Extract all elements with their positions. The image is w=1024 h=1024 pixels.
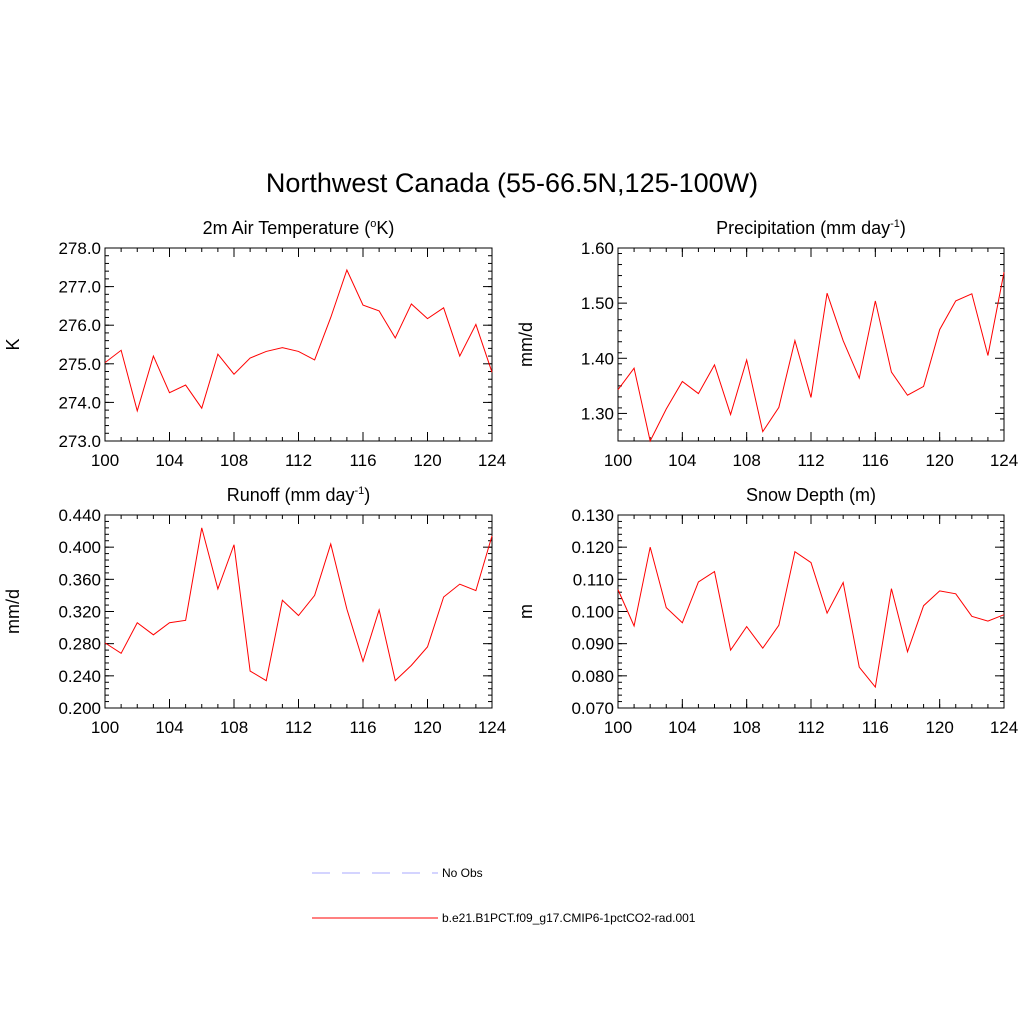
x-tick-label: 120	[413, 718, 441, 737]
y-tick-label: 0.130	[571, 506, 614, 525]
panel-title: Runoff (mm day-1)	[227, 485, 371, 505]
x-tick-label: 112	[285, 451, 312, 470]
x-tick-label: 116	[862, 451, 889, 470]
panel-temperature: 100 104 108 112 116 120 124 273.0 274.0 275.0 276.…	[3, 218, 506, 470]
series-line	[617, 547, 1005, 689]
panel-title: Snow Depth (m)	[746, 485, 876, 505]
series-line	[104, 268, 493, 413]
series-line	[617, 272, 1005, 443]
y-tick-label: 0.440	[58, 506, 101, 525]
y-tick-label: 273.0	[58, 432, 101, 451]
panel-title: 2m Air Temperature (oK)	[203, 218, 395, 238]
x-tick-label: 100	[91, 451, 119, 470]
legend-label: b.e21.B1PCT.f09_g17.CMIP6-1pctCO2-rad.00…	[442, 911, 696, 925]
y-tick-label: 0.120	[571, 538, 614, 557]
y-tick-label: 0.090	[571, 635, 614, 654]
legend: No Obs b.e21.B1PCT.f09_g17.CMIP6-1pctCO2-…	[312, 866, 696, 925]
y-tick-label: 276.0	[58, 316, 101, 335]
y-tick-label: 0.110	[573, 570, 614, 589]
plot-frame	[617, 247, 1005, 442]
x-tick-label: 124	[990, 451, 1018, 470]
x-tick-label: 112	[797, 718, 824, 737]
x-tick-label: 120	[925, 451, 953, 470]
y-tick-label: 0.280	[58, 635, 101, 654]
x-tick-label: 104	[155, 451, 183, 470]
x-tick-label: 108	[732, 718, 760, 737]
x-tick-label: 112	[797, 451, 824, 470]
panel-runoff: 100 104 108 112 116 120 124 0.200 0.240 0.280 0.32…	[3, 485, 506, 737]
y-tick-label: 0.070	[571, 699, 614, 718]
x-tick-label: 104	[155, 718, 183, 737]
y-tick-label: 0.200	[58, 699, 101, 718]
y-tick-label: 0.320	[58, 603, 101, 622]
y-axis-label: mm/d	[3, 589, 23, 634]
x-tick-label: 104	[668, 718, 696, 737]
y-tick-label: 0.360	[58, 570, 101, 589]
y-tick-label: 1.50	[581, 294, 614, 313]
x-tick-label: 120	[925, 718, 953, 737]
y-tick-label: 1.30	[581, 404, 614, 423]
plot-frame	[104, 514, 493, 709]
y-axis-label: m	[516, 604, 536, 619]
plot-frame	[617, 514, 1005, 709]
x-tick-label: 124	[478, 451, 506, 470]
y-tick-label: 1.60	[581, 239, 614, 258]
x-tick-label: 100	[91, 718, 119, 737]
x-tick-label: 104	[668, 451, 696, 470]
x-tick-label: 124	[478, 718, 506, 737]
x-tick-label: 100	[604, 718, 632, 737]
y-tick-label: 0.100	[571, 603, 614, 622]
y-tick-label: 0.240	[58, 667, 101, 686]
x-tick-label: 124	[990, 718, 1018, 737]
plot-frame	[104, 247, 493, 442]
legend-label: No Obs	[442, 866, 483, 880]
figure-title: Northwest Canada (55-66.5N,125-100W)	[265, 168, 759, 198]
x-tick-label: 112	[285, 718, 312, 737]
panel-title: Precipitation (mm day-1)	[716, 218, 906, 238]
x-tick-label: 108	[220, 451, 248, 470]
y-tick-label: 275.0	[58, 355, 101, 374]
y-axis-label: K	[3, 338, 23, 350]
y-axis-label: mm/d	[516, 322, 536, 367]
panel-precipitation: 100 104 108 112 116 120 124 1.30 1.40 1.50 1.60 Pre…	[516, 218, 1018, 470]
y-tick-label: 0.400	[58, 538, 101, 557]
y-tick-label: 277.0	[58, 278, 101, 297]
x-tick-label: 120	[413, 451, 441, 470]
x-tick-label: 100	[604, 451, 632, 470]
y-tick-label: 1.40	[581, 349, 614, 368]
x-tick-label: 116	[862, 718, 889, 737]
y-tick-label: 274.0	[58, 393, 101, 412]
series-line	[104, 527, 493, 682]
x-tick-label: 108	[732, 451, 760, 470]
y-tick-label: 0.080	[571, 667, 614, 686]
panel-snow-depth: 100 104 108 112 116 120 124 0.070 0.080 0.090 0.10…	[516, 485, 1018, 737]
x-tick-label: 116	[349, 718, 376, 737]
y-tick-label: 278.0	[58, 239, 101, 258]
x-tick-label: 116	[349, 451, 376, 470]
x-tick-label: 108	[220, 718, 248, 737]
